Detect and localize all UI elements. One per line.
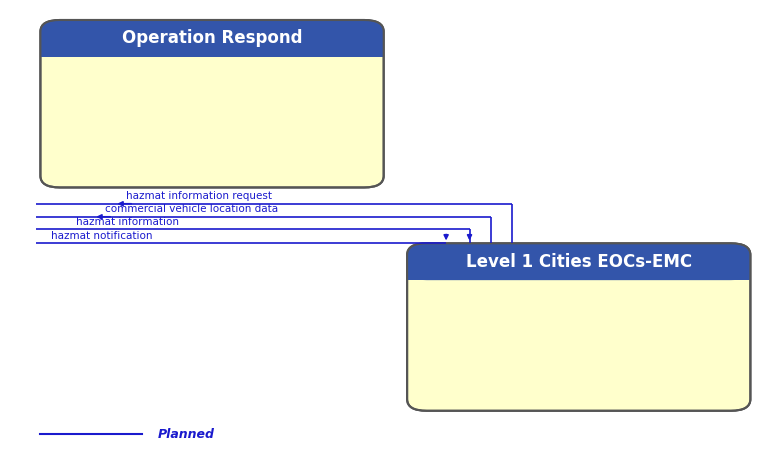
Text: commercial vehicle location data: commercial vehicle location data [105, 204, 278, 214]
FancyBboxPatch shape [407, 243, 750, 411]
FancyBboxPatch shape [41, 20, 384, 57]
Bar [407, 258, 750, 280]
Bar [41, 35, 384, 57]
FancyBboxPatch shape [407, 243, 750, 280]
Text: Level 1 Cities EOCs-EMC: Level 1 Cities EOCs-EMC [466, 253, 692, 271]
Text: hazmat information request: hazmat information request [126, 191, 272, 201]
Text: Operation Respond: Operation Respond [122, 29, 302, 47]
Text: hazmat information: hazmat information [75, 217, 179, 227]
Text: hazmat notification: hazmat notification [51, 231, 152, 241]
Text: Planned: Planned [157, 428, 215, 440]
FancyBboxPatch shape [41, 20, 384, 188]
